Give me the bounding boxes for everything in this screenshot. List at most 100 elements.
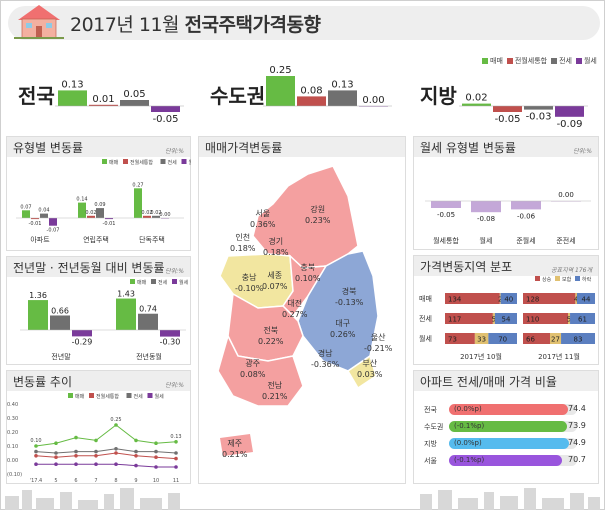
trend-legend-swatch (68, 393, 73, 398)
map-region-label: 제주 0.21% (222, 438, 247, 460)
map-region-label: 울산 -0.21% (364, 332, 392, 354)
map-region-label: 충북 0.10% (295, 262, 320, 284)
distribution-value-label: 40 (504, 296, 513, 304)
trend-series-line (36, 463, 176, 468)
trend-y-tick-label: 0.10 (7, 444, 18, 450)
map-region-name: 충북 (300, 263, 316, 272)
map-region-value: 0.03% (357, 370, 383, 379)
by-type-bar (134, 188, 142, 218)
map-region-name: 경남 (317, 349, 333, 358)
by-type-legend-swatch (123, 159, 128, 164)
by-type-legend-label: 전세 (168, 159, 178, 166)
map-region-value: 0.21% (222, 450, 248, 459)
trend-point (174, 440, 178, 444)
trend-point (94, 462, 98, 466)
regional-bar (89, 104, 118, 106)
map-region-label: 경북 -0.13% (335, 286, 363, 308)
regional-bar (462, 103, 491, 106)
trend-point (34, 454, 38, 458)
year-compare-bar (116, 298, 136, 330)
map-region-label: 대전 0.27% (282, 298, 307, 320)
regional-data-label: 0.13 (331, 79, 353, 90)
map-region-value: 0.36% (250, 220, 276, 229)
trend-point (134, 463, 138, 468)
regional-data-label: 0.00 (362, 95, 384, 106)
regional-bar-chart: 0.13 0.01 0.05 -0.05 0.25 0.08 0.13 0.00 0.02 -0.… (55, 65, 588, 130)
trend-point-label: 0.13 (170, 434, 181, 440)
map-region-name: 부산 (362, 359, 378, 368)
trend-legend-swatch (126, 393, 132, 398)
map-region-label: 세종 0.07% (262, 270, 287, 292)
trend-x-tick-label: 10 (153, 478, 159, 484)
by-type-legend-swatch (102, 159, 107, 164)
map-region-name: 경북 (341, 287, 357, 296)
panel-wolse-type: 월세 유형별 변동률 단위:% (413, 136, 599, 250)
panel-title: 변동률 추이 (13, 375, 73, 389)
distribution-value-label: 2 (498, 296, 502, 304)
page-title: 2017년 11월 전국주택가격동향 (70, 14, 321, 36)
by-type-bar (105, 218, 113, 220)
wolse-data-label: -0.08 (477, 215, 495, 223)
distribution-segment (492, 313, 495, 324)
trend-legend-label: 전월세통합 (96, 393, 119, 400)
by-type-bar (87, 215, 95, 218)
trend-point (74, 462, 78, 466)
distribution-segment (445, 333, 475, 344)
trend-point (154, 455, 158, 459)
distribution-segment (550, 333, 562, 344)
title-bar (8, 6, 600, 40)
by-type-bar (40, 213, 48, 218)
map-region-name: 전북 (263, 326, 279, 335)
distribution-value-label: 5 (492, 316, 496, 324)
ratio-change-label: (0.0%p) (454, 439, 482, 447)
map-region-label: 경남 -0.36% (311, 348, 339, 370)
by-type-legend-swatch (181, 159, 187, 164)
distribution-value-label: 128 (526, 296, 539, 304)
trend-point (154, 441, 158, 445)
map-region-value: 0.07% (262, 282, 288, 291)
distribution-value-label: 4 (574, 296, 579, 304)
distribution-value-label: 61 (578, 316, 587, 324)
year-compare-data-label: -0.29 (72, 337, 93, 346)
trend-legend-swatch (89, 393, 94, 398)
distribution-value-label: 44 (582, 296, 591, 304)
year-compare-bar (28, 300, 48, 330)
ratio-bar (449, 404, 569, 415)
regional-data-label: 0.01 (92, 94, 114, 105)
trend-series-line (35, 424, 177, 447)
wolse-bar (511, 201, 541, 210)
map-region-label: 충남 -0.10% (235, 272, 263, 294)
wolse-category-label: 월세 (480, 236, 493, 245)
wolse-category-label: 준전세 (556, 236, 575, 245)
trend-point (134, 454, 138, 458)
map-region-value: -0.13% (335, 298, 364, 307)
trend-x-tick-label: 9 (134, 478, 137, 484)
wolse-bar (471, 201, 501, 213)
trend-point (74, 435, 78, 440)
by-type-bar (31, 218, 39, 220)
distribution-segment (494, 313, 517, 324)
trend-legend-label: 전세 (134, 393, 144, 400)
year-compare-legend-label: 월세 (179, 279, 189, 286)
map-region-label: 부산 0.03% (357, 358, 382, 380)
trend-legend-label: 매매 (75, 393, 85, 400)
trend-point-label: 0.10 (30, 438, 41, 444)
trend-y-tick-label: 0.30 (7, 416, 18, 422)
map-region-name: 광주 (245, 359, 261, 368)
by-type-data-label: 0.02 (141, 210, 152, 216)
map-region-value: 0.27% (282, 310, 308, 319)
regional-bar (493, 106, 522, 112)
trend-y-tick-label: (0.10) (7, 472, 22, 478)
regional-bar (328, 90, 357, 106)
distribution-value-label: 117 (448, 316, 461, 324)
trend-legend-label: 월세 (155, 393, 165, 400)
map-region-value: -0.36% (311, 360, 340, 369)
trend-line-chart: 매매 전월세통합 전세 월세 0.40 0.30 0.20 0.10 0.00 (0.10) '17… (7, 393, 182, 484)
ratio-category-label: 수도권 (424, 423, 444, 431)
by-type-data-label: 0.09 (94, 202, 105, 208)
year-compare-data-label: 0.74 (139, 305, 157, 314)
regional-data-label: 0.05 (123, 89, 145, 100)
trend-x-tick-label: 8 (114, 478, 117, 484)
map-region-value: 0.21% (262, 392, 288, 401)
trend-point (134, 449, 138, 454)
